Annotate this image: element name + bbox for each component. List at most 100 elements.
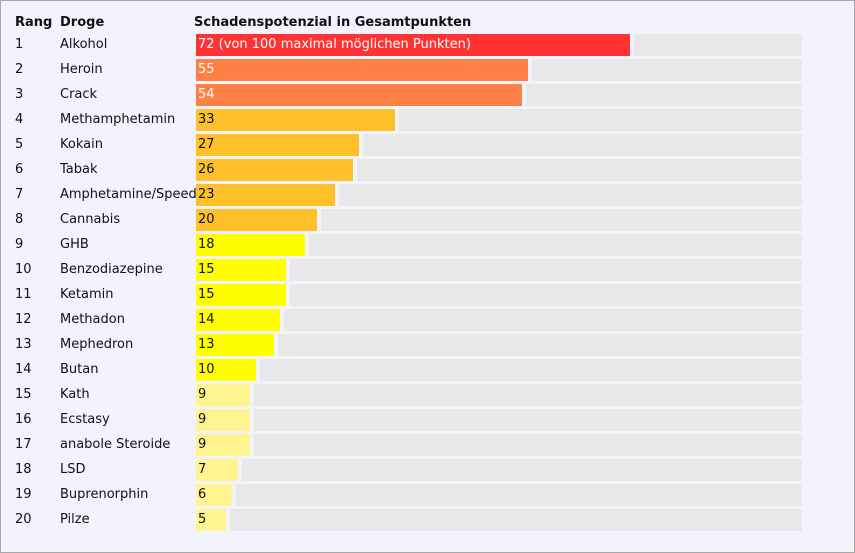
value-label: 9 — [198, 387, 207, 402]
bar-track: 9 — [196, 384, 802, 406]
rank-label: 5 — [15, 137, 24, 152]
bar — [196, 109, 399, 131]
bar — [196, 484, 237, 506]
rank-label: 10 — [15, 262, 32, 277]
drug-label: Pilze — [60, 512, 90, 527]
bar-row: 19 Buprenorphin 6 — [1, 484, 854, 506]
value-label: 54 — [198, 87, 215, 102]
value-label: 20 — [198, 212, 215, 227]
bar-row: 8 Cannabis 20 — [1, 209, 854, 231]
bar-row: 12 Methadon 14 — [1, 309, 854, 331]
bar — [196, 84, 526, 106]
rank-label: 13 — [15, 337, 32, 352]
drug-label: Cannabis — [60, 212, 121, 227]
drug-label: Kath — [60, 387, 90, 402]
bar — [196, 384, 255, 406]
bar — [196, 434, 255, 456]
drug-label: Amphetamine/Speed — [60, 187, 197, 202]
value-label: 23 — [198, 187, 215, 202]
rank-label: 7 — [15, 187, 24, 202]
rank-label: 1 — [15, 37, 24, 52]
drug-label: LSD — [60, 462, 86, 477]
rank-label: 20 — [15, 512, 32, 527]
value-label: 7 — [198, 462, 207, 477]
bar-track: 9 — [196, 409, 802, 431]
rank-label: 12 — [15, 312, 32, 327]
bar-row: 17 anabole Steroide 9 — [1, 434, 854, 456]
drug-label: Methadon — [60, 312, 125, 327]
bar — [196, 209, 321, 231]
value-label: 26 — [198, 162, 215, 177]
bar — [196, 509, 231, 531]
bar-track: 5 — [196, 509, 802, 531]
rank-label: 16 — [15, 412, 32, 427]
bar-row: 16 Ecstasy 9 — [1, 409, 854, 431]
value-label: 18 — [198, 237, 215, 252]
value-label: 10 — [198, 362, 215, 377]
rank-label: 15 — [15, 387, 32, 402]
bar — [196, 34, 635, 56]
bar-row: 5 Kokain 27 — [1, 134, 854, 156]
bar-track: 33 — [196, 109, 802, 131]
bar-row: 9 GHB 18 — [1, 234, 854, 256]
bar-track: 26 — [196, 159, 802, 181]
rank-label: 19 — [15, 487, 32, 502]
value-label: 9 — [198, 412, 207, 427]
bar — [196, 59, 532, 81]
value-label: 14 — [198, 312, 215, 327]
bar — [196, 359, 261, 381]
drug-label: GHB — [60, 237, 89, 252]
bar-row: 13 Mephedron 13 — [1, 334, 854, 356]
bar-track: 15 — [196, 284, 802, 306]
rank-label: 6 — [15, 162, 24, 177]
bar-track: 6 — [196, 484, 802, 506]
drug-label: Crack — [60, 87, 98, 102]
value-label: 9 — [198, 437, 207, 452]
rank-label: 11 — [15, 287, 32, 302]
drug-label: Methamphetamin — [60, 112, 176, 127]
drug-label: Alkohol — [60, 37, 108, 52]
bar-row: 4 Methamphetamin 33 — [1, 109, 854, 131]
drug-label: Mephedron — [60, 337, 134, 352]
bar-row: 1 Alkohol 72 (von 100 maximal möglichen Pu… — [1, 34, 854, 56]
bar-track: 15 — [196, 259, 802, 281]
bar-row: 11 Ketamin 15 — [1, 284, 854, 306]
value-label: 13 — [198, 337, 215, 352]
rank-label: 14 — [15, 362, 32, 377]
drug-label: Butan — [60, 362, 99, 377]
bar-row: 14 Butan 10 — [1, 359, 854, 381]
rank-label: 9 — [15, 237, 24, 252]
value-label: 33 — [198, 112, 215, 127]
rank-label: 2 — [15, 62, 24, 77]
bar-track: 7 — [196, 459, 802, 481]
bar-row: 6 Tabak 26 — [1, 159, 854, 181]
rank-label: 8 — [15, 212, 24, 227]
bar-row: 2 Heroin 55 — [1, 59, 854, 81]
bar — [196, 284, 291, 306]
bar-track: 14 — [196, 309, 802, 331]
bar-track: 10 — [196, 359, 802, 381]
bar-track: 27 — [196, 134, 802, 156]
value-label: 55 — [198, 62, 215, 77]
drug-label: Kokain — [60, 137, 103, 152]
value-label: 15 — [198, 287, 215, 302]
bar-track: 9 — [196, 434, 802, 456]
bar-track: 72 (von 100 maximal möglichen Punkten) — [196, 34, 802, 56]
value-label: 15 — [198, 262, 215, 277]
bar — [196, 159, 357, 181]
bar-row: 15 Kath 9 — [1, 384, 854, 406]
bar-track: 23 — [196, 184, 802, 206]
bar — [196, 334, 279, 356]
bar — [196, 134, 363, 156]
bar — [196, 184, 339, 206]
value-label: 72 (von 100 maximal möglichen Punkten) — [198, 37, 471, 52]
value-label: 27 — [198, 137, 215, 152]
bar — [196, 409, 255, 431]
bar-row: 7 Amphetamine/Speed 23 — [1, 184, 854, 206]
value-label: 6 — [198, 487, 207, 502]
drug-label: Ecstasy — [60, 412, 110, 427]
bar-row: 20 Pilze 5 — [1, 509, 854, 531]
value-label: 5 — [198, 512, 207, 527]
bar-track: 54 — [196, 84, 802, 106]
